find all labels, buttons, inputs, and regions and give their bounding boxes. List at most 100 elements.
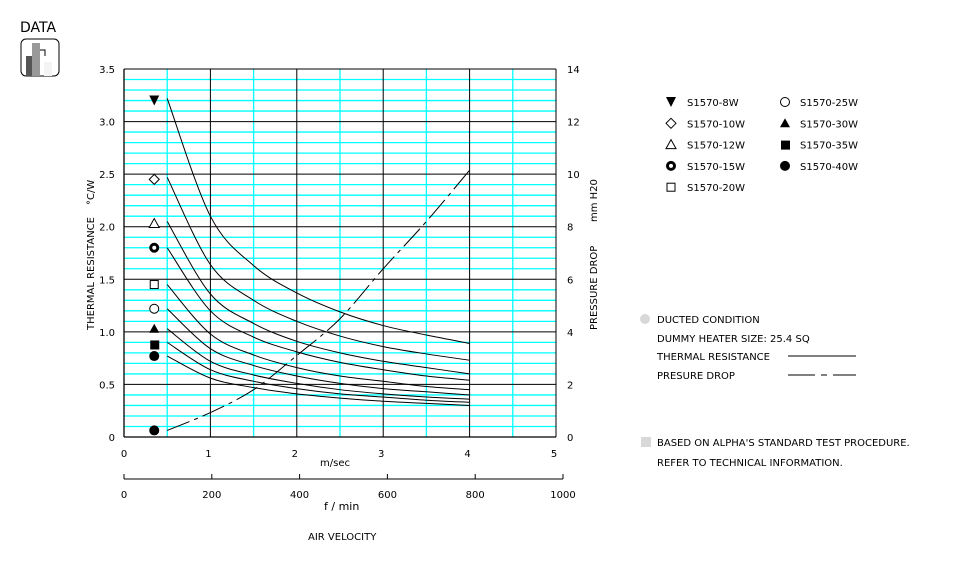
legend-label: S1570-20W [687, 183, 745, 194]
x2-tick-label: 800 [466, 490, 485, 501]
circle-shape [149, 425, 160, 436]
y-tick-label: 0.5 [99, 380, 115, 391]
curve-s1570-30w [166, 328, 470, 400]
marker-pressure-drop-icon [149, 425, 160, 436]
notes: DUCTED CONDITION DUMMY HEATER SIZE: 25.4… [640, 314, 910, 469]
curve-s1570-12w [166, 221, 470, 375]
legend-label: S1570-10W [687, 119, 745, 130]
y-tick-label: 1.5 [99, 275, 115, 286]
y-tick-label: 3.0 [99, 118, 115, 129]
x-tick-label: 4 [464, 449, 470, 460]
legend-marker-icon [780, 160, 790, 171]
data-label: DATA [20, 20, 56, 36]
x-tick-label: 1 [205, 449, 211, 460]
marker-s1570-35w-icon [150, 340, 160, 350]
y2-tick-label: 8 [567, 223, 573, 234]
marker-s1570-20w-icon [149, 280, 159, 290]
legend-marker-icon [665, 117, 677, 130]
x2-axis-unit: f / min [324, 500, 359, 513]
triangle-up-shape [665, 138, 677, 150]
circle-shape [780, 160, 790, 171]
y-tick-label: 2.0 [99, 223, 115, 234]
legend-marker-icon [780, 118, 790, 128]
marker-s1570-12w-icon [148, 217, 161, 229]
diamond-shape [665, 117, 677, 130]
legend-label: S1570-12W [687, 141, 745, 152]
note-bullet-icon [641, 437, 651, 447]
y2-tick-label: 0 [567, 433, 573, 444]
y-tick-label: 3.5 [99, 65, 115, 76]
note-heater: DUMMY HEATER SIZE: 25.4 SQ [657, 334, 810, 345]
x-tick-label: 0 [121, 449, 127, 460]
legend-marker-icon [780, 97, 790, 107]
note-ducted: DUCTED CONDITION [657, 315, 760, 326]
square-shape [150, 340, 160, 350]
x-tick-label: 5 [551, 449, 557, 460]
legend-label: S1570-30W [800, 119, 858, 130]
y2-axis-unit: mm H20 [589, 179, 600, 222]
curve-s1570-20w [166, 284, 470, 391]
circle-shape [780, 97, 790, 107]
legend-marker-icon [781, 140, 790, 150]
legend: S1570-8W S1570-10W S1570-12W S1570-15W S1570… [665, 97, 858, 194]
x2-tick-label: 400 [290, 490, 309, 501]
legend-label: S1570-35W [800, 141, 858, 152]
circle-shape [149, 303, 160, 314]
circle-shape [149, 242, 160, 253]
y-axis-unit: °C/W [86, 180, 97, 205]
legend-label: S1570-25W [800, 98, 858, 109]
legend-label: S1570-15W [687, 162, 745, 173]
diamond-shape [148, 173, 160, 186]
triangle-up-shape [149, 323, 160, 333]
square-shape [149, 280, 159, 290]
curve-s1570-10w [166, 177, 470, 361]
triangle-down-shape [666, 97, 676, 107]
legend-label: S1570-40W [800, 162, 858, 173]
circle-shape [149, 351, 160, 362]
legend-marker-icon [665, 138, 677, 150]
y2-tick-label: 2 [567, 380, 573, 391]
marker-s1570-40w-icon [149, 351, 160, 362]
y2-tick-label: 6 [567, 275, 573, 286]
x2-tick-label: 200 [202, 490, 221, 501]
x-tick-label: 3 [378, 449, 384, 460]
ducted-bullet-icon [640, 314, 650, 324]
note-refer: REFER TO TECHNICAL INFORMATION. [657, 458, 843, 469]
marker-s1570-8w-icon [149, 95, 160, 106]
y2-tick-label: 14 [567, 65, 580, 76]
note-based: BASED ON ALPHA'S STANDARD TEST PROCEDURE… [657, 438, 910, 449]
triangle-down-shape [149, 95, 160, 106]
y2-tick-label: 10 [567, 170, 580, 181]
legend-marker-icon [666, 97, 676, 107]
triangle-up-shape [780, 118, 790, 128]
curve-s1570-15w [166, 247, 470, 381]
note-thermal-label: THERMAL RESISTANCE [656, 352, 770, 363]
circle-shape [666, 160, 676, 171]
y2-axis-label: PRESSURE DROP [589, 246, 600, 330]
y-tick-label: 1.0 [99, 328, 115, 339]
y-axis-label: THERMAL RESISTANCE [86, 217, 97, 331]
x2-tick-label: 600 [378, 490, 397, 501]
legend-marker-icon [666, 182, 676, 192]
curve-s1570-35w [166, 341, 470, 403]
y-tick-label: 0 [109, 433, 115, 444]
x-tick-label: 2 [292, 449, 298, 460]
legend-label: S1570-8W [687, 98, 739, 109]
marker-s1570-25w-icon [149, 303, 160, 314]
triangle-up-shape [148, 217, 161, 229]
marker-s1570-10w-icon [148, 173, 160, 186]
y2-tick-label: 4 [567, 328, 573, 339]
note-pressure-label: PRESURE DROP [657, 371, 735, 382]
marker-s1570-30w-icon [149, 323, 160, 333]
x2-tick-label: 1000 [550, 490, 575, 501]
x-axis-label: AIR VELOCITY [308, 532, 377, 543]
marker-s1570-15w-icon [149, 242, 160, 253]
curve-pressure-drop [167, 169, 470, 431]
x-axis-unit: m/sec [320, 458, 350, 469]
curve-s1570-40w [166, 355, 470, 406]
curve-s1570-8w [166, 98, 470, 344]
square-shape [781, 140, 790, 150]
y2-tick-label: 12 [567, 118, 580, 129]
legend-marker-icon [666, 160, 676, 171]
